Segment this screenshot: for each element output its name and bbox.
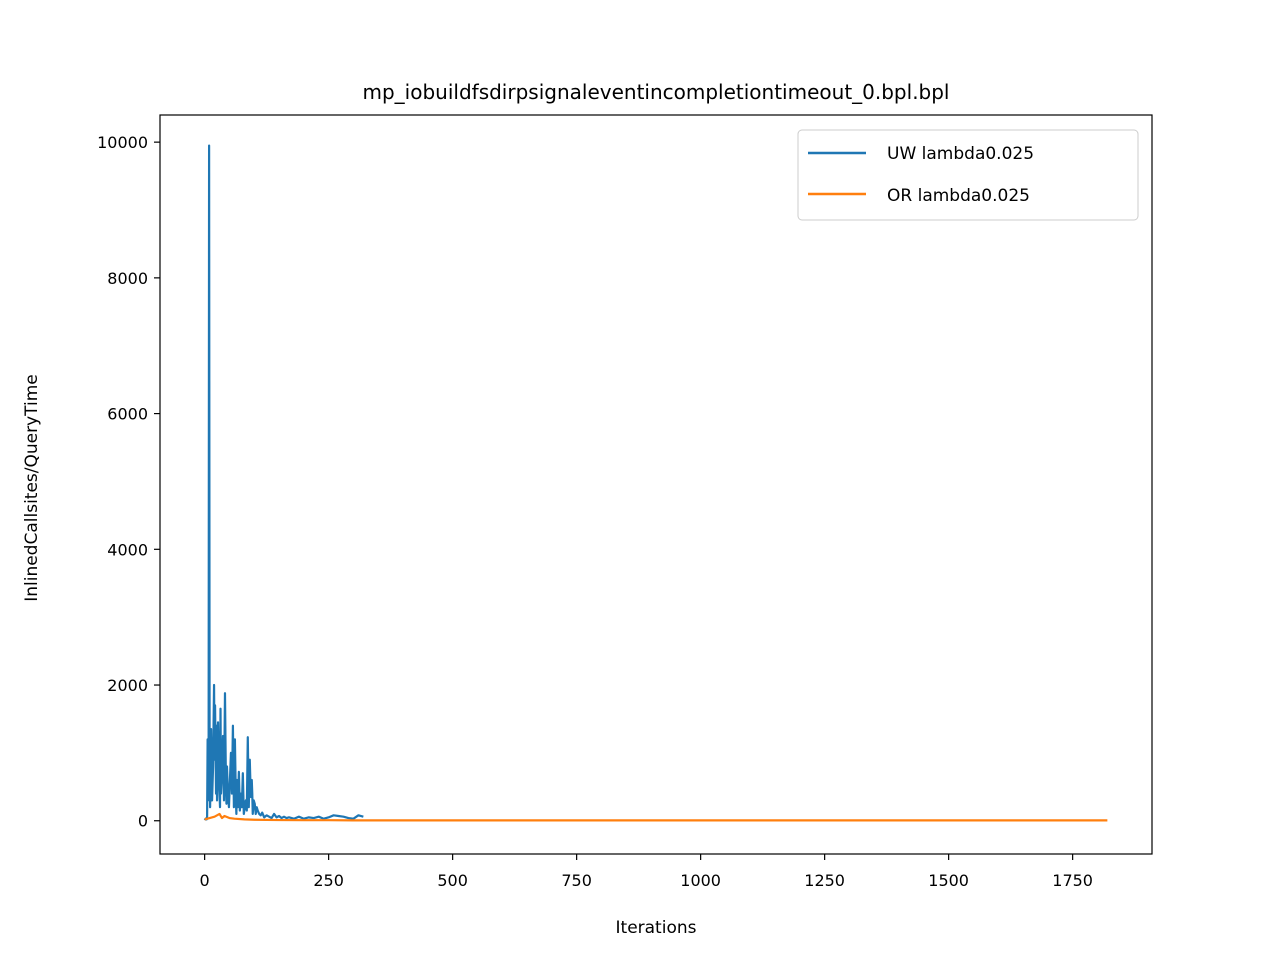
chart-title: mp_iobuildfsdirpsignaleventincompletiont…: [363, 80, 950, 104]
series-line-uw: [203, 144, 364, 821]
plot-area: [203, 144, 1108, 822]
y-axis: 0 2000 4000 6000 8000 10000: [97, 133, 160, 831]
legend: UW lambda0.025 OR lambda0.025: [797, 129, 1139, 221]
legend-box: [797, 129, 1139, 221]
legend-label-or: OR lambda0.025: [887, 186, 1030, 206]
x-axis: 0 250 500 750 1000 1250 1500 1750: [200, 854, 1093, 890]
legend-label-uw: UW lambda0.025: [887, 144, 1034, 164]
x-axis-label: Iterations: [616, 918, 697, 938]
y-tick-label: 4000: [107, 540, 148, 559]
x-tick-label: 1750: [1052, 871, 1093, 890]
y-tick-label: 8000: [107, 269, 148, 288]
series-line-or: [204, 812, 1108, 822]
x-tick-label: 250: [313, 871, 344, 890]
y-tick-label: 0: [138, 812, 148, 831]
x-tick-label: 1000: [680, 871, 721, 890]
y-tick-label: 10000: [97, 133, 148, 152]
y-tick-label: 6000: [107, 405, 148, 424]
x-tick-label: 1500: [928, 871, 969, 890]
y-tick-label: 2000: [107, 676, 148, 695]
plot-frame: [159, 114, 1153, 855]
y-axis-label: InlinedCallsites/QueryTime: [22, 374, 42, 602]
x-tick-label: 750: [561, 871, 592, 890]
x-tick-label: 1250: [804, 871, 845, 890]
x-tick-label: 0: [200, 871, 210, 890]
x-tick-label: 500: [437, 871, 468, 890]
